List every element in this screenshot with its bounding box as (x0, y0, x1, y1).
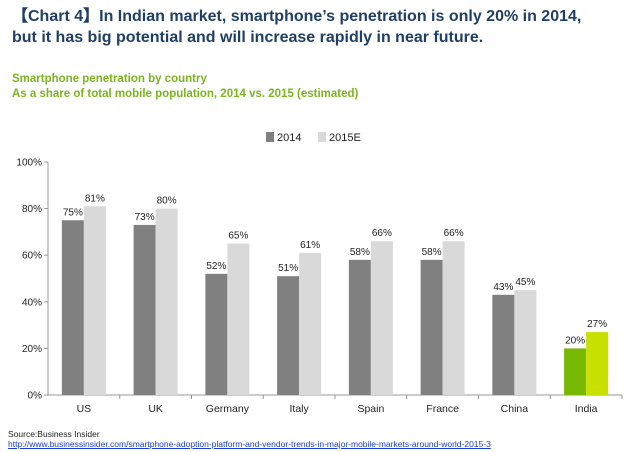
bar-2015e-china (514, 290, 537, 395)
x-tick-label-uk: UK (148, 403, 163, 415)
y-tick-label: 20% (22, 344, 42, 355)
bar-2015e-uk (155, 208, 178, 395)
bar-2015e-germany (227, 243, 250, 395)
data-label: 27% (587, 319, 607, 330)
data-label: 51% (278, 263, 298, 274)
data-label: 66% (444, 228, 464, 239)
data-label: 65% (228, 231, 248, 242)
y-tick-label: 40% (22, 297, 42, 308)
x-tick-label-india: India (575, 403, 598, 415)
x-tick-label-italy: Italy (289, 403, 309, 415)
bar-2014-italy (277, 276, 300, 395)
source-url-link[interactable]: http://www.businessinsider.com/smartphon… (8, 439, 491, 449)
x-tick-label-france: France (426, 403, 459, 415)
x-tick-label-spain: Spain (357, 403, 384, 415)
data-label: 80% (157, 196, 177, 207)
source-text: Source:Business Insider (8, 429, 100, 439)
data-label: 58% (422, 247, 442, 258)
x-tick-label-china: China (501, 403, 529, 415)
data-label: 20% (565, 335, 585, 346)
header-line-2: but it has big potential and will increa… (12, 29, 484, 46)
bar-2014-france (420, 259, 443, 395)
data-label: 45% (515, 277, 535, 288)
y-tick-label: 100% (16, 158, 42, 169)
y-tick-label: 80% (22, 204, 42, 215)
y-tick-label: 60% (22, 251, 42, 262)
bar-2015e-us (83, 206, 106, 395)
bar-2015e-italy (299, 252, 322, 395)
header-line-1: 【Chart 4】In Indian market, smartphone’s … (12, 8, 582, 25)
data-label: 61% (300, 240, 320, 251)
bar-2015e-spain (370, 241, 393, 395)
chart-header: 【Chart 4】In Indian market, smartphone’s … (12, 6, 632, 48)
data-label: 81% (85, 193, 105, 204)
bar-2014-spain (348, 259, 371, 395)
data-label: 52% (206, 261, 226, 272)
x-tick-label-germany: Germany (206, 403, 250, 415)
data-label: 73% (135, 212, 155, 223)
bar-2014-uk (133, 224, 156, 395)
data-label: 66% (372, 228, 392, 239)
chart-subtitle-detail: As a share of total mobile population, 2… (12, 88, 359, 100)
bar-2015e-india (586, 332, 609, 395)
legend-swatch-2014 (266, 132, 274, 142)
legend-label-2015e: 2015E (329, 132, 361, 144)
legend-label-2014: 2014 (277, 132, 301, 144)
bar-2014-india (564, 348, 587, 395)
legend-swatch-2015e (318, 132, 326, 142)
chart-subtitle: Smartphone penetration by country (12, 73, 207, 85)
data-label: 75% (63, 207, 83, 218)
x-tick-label-us: US (77, 403, 92, 415)
bar-2014-us (61, 220, 84, 395)
data-label: 58% (350, 247, 370, 258)
y-tick-label: 0% (28, 391, 43, 402)
data-label: 43% (493, 282, 513, 293)
bar-2015e-france (442, 241, 465, 395)
bar-2014-china (492, 294, 515, 395)
bar-2014-germany (205, 273, 228, 395)
